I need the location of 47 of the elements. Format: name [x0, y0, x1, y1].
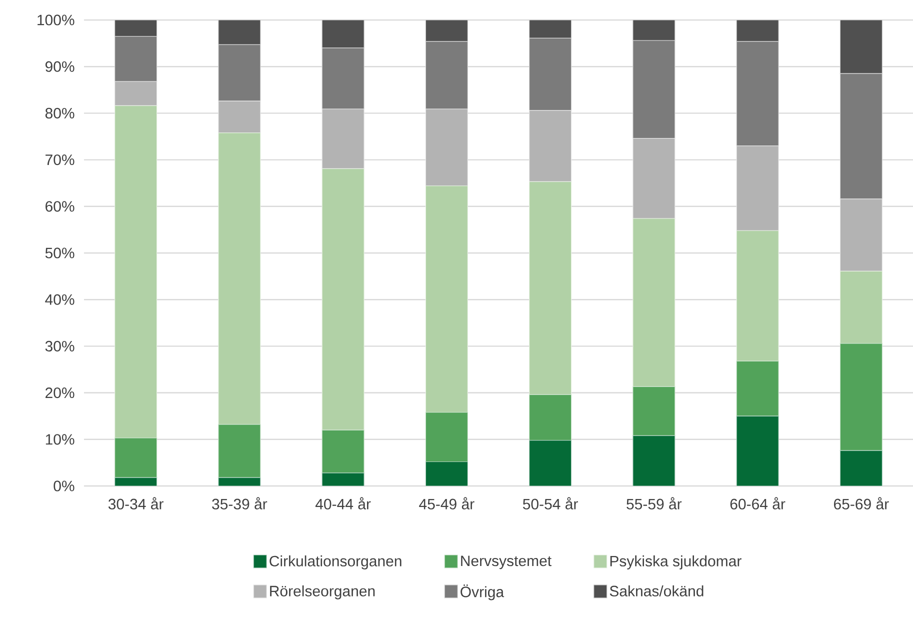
- bar: [425, 461, 468, 486]
- legend-label: Saknas/okänd: [610, 585, 704, 596]
- x-tick-label: 55-59 år: [626, 497, 682, 510]
- bar: [529, 394, 572, 441]
- bar: [529, 440, 572, 486]
- x-tick-label: 30-34 år: [108, 497, 164, 510]
- x-tick-label: 35-39 år: [212, 497, 268, 510]
- legend-label: Cirkulationsorganen: [270, 555, 402, 570]
- bar: [529, 20, 572, 38]
- legend-label: Rörelseorganen: [270, 585, 375, 600]
- y-tick-label: 70%: [46, 154, 74, 166]
- bar: [840, 343, 882, 451]
- bar: [425, 412, 468, 462]
- bar: [632, 20, 676, 41]
- legend-label: Nervsystemet: [461, 556, 552, 570]
- y-tick-label: 20%: [46, 387, 74, 398]
- bar: [840, 450, 882, 486]
- y-tick-label: 100%: [38, 14, 74, 26]
- bar: [736, 360, 779, 416]
- bar: [736, 416, 779, 486]
- x-tick-label: 65-69 år: [834, 497, 889, 510]
- x-tick-label: 50-54 år: [522, 497, 578, 510]
- bar: [114, 20, 158, 37]
- legend-label: Övriga: [460, 584, 504, 600]
- bar: [322, 20, 364, 48]
- bar: [322, 472, 364, 486]
- bar: [736, 20, 779, 42]
- x-tick-label: 40-44 år: [315, 497, 371, 510]
- y-tick-label: 30%: [45, 340, 74, 352]
- y-tick-label: 80%: [45, 108, 74, 118]
- bar: [322, 430, 364, 474]
- bar: [840, 20, 882, 74]
- y-tick-label: 0%: [54, 480, 74, 492]
- bar: [114, 438, 158, 478]
- y-tick-label: 90%: [45, 61, 74, 72]
- y-tick-label: 50%: [45, 248, 74, 258]
- x-tick-label: 60-64 år: [730, 497, 786, 510]
- bar: [425, 20, 468, 42]
- bar: [218, 424, 261, 478]
- bar: [632, 435, 676, 486]
- bar: [218, 20, 261, 45]
- y-tick-label: 60%: [46, 201, 74, 212]
- bar: [632, 386, 676, 436]
- y-tick-label: 40%: [45, 294, 74, 305]
- legend-label: Psykiska sjukdomar: [610, 555, 742, 570]
- x-tick-label: 45-49 år: [419, 497, 474, 510]
- y-tick-label: 10%: [46, 434, 74, 445]
